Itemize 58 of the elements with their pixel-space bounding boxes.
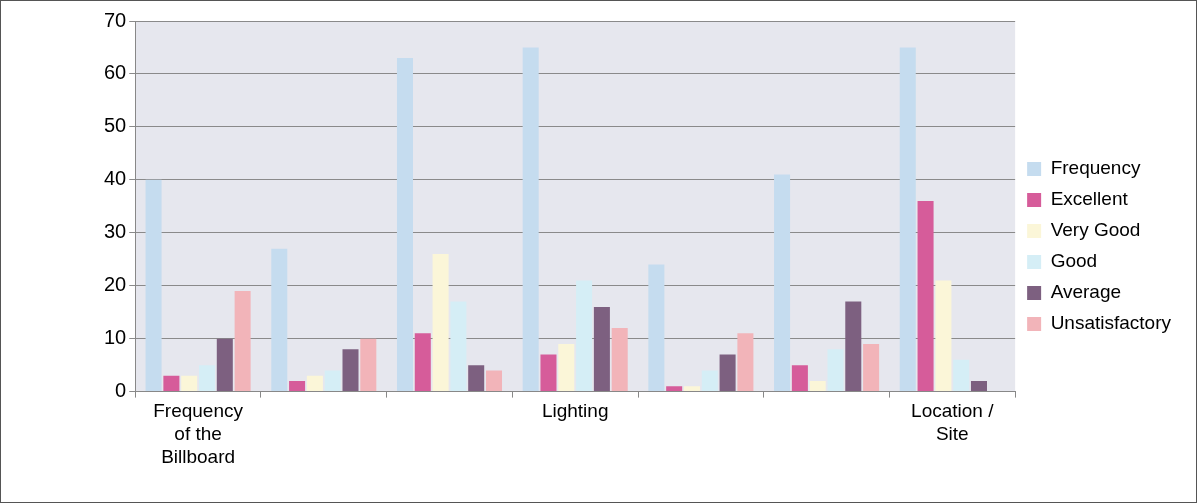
bar bbox=[450, 301, 467, 392]
bar bbox=[522, 47, 539, 392]
y-tick-label: 70 bbox=[104, 8, 127, 31]
legend-label: Good bbox=[1050, 250, 1098, 272]
bar bbox=[863, 343, 880, 392]
x-tick-label: Frequency of the Billboard bbox=[153, 400, 244, 467]
bar bbox=[432, 253, 449, 392]
bar bbox=[701, 370, 718, 392]
y-tick-label: 50 bbox=[104, 114, 127, 137]
bar bbox=[289, 381, 306, 392]
bar bbox=[216, 338, 233, 392]
bar bbox=[324, 370, 341, 392]
bar bbox=[485, 370, 503, 392]
y-tick-label: 30 bbox=[104, 220, 127, 243]
bar bbox=[791, 365, 808, 392]
bar bbox=[737, 333, 754, 392]
bar bbox=[666, 386, 683, 392]
legend-label: Unsatisfactory bbox=[1050, 312, 1172, 334]
bar bbox=[809, 381, 826, 392]
bar bbox=[198, 365, 216, 392]
bar bbox=[593, 306, 610, 392]
bar bbox=[342, 349, 359, 392]
y-tick-label: 60 bbox=[104, 61, 127, 84]
bar bbox=[414, 333, 431, 392]
bar bbox=[683, 386, 700, 392]
bar bbox=[845, 301, 862, 392]
bar bbox=[827, 349, 844, 392]
bar bbox=[719, 354, 736, 392]
bar bbox=[540, 354, 557, 392]
bar bbox=[181, 375, 198, 392]
legend-label: Very Good bbox=[1050, 219, 1141, 241]
bar bbox=[396, 58, 413, 392]
y-tick-label: 20 bbox=[104, 273, 127, 296]
bar bbox=[917, 201, 934, 392]
x-tick-label: Lighting bbox=[541, 400, 609, 422]
bar bbox=[774, 174, 791, 392]
bar bbox=[468, 365, 485, 392]
bar bbox=[271, 248, 288, 392]
y-tick-label: 10 bbox=[104, 326, 127, 349]
y-tick-label: 0 bbox=[115, 379, 127, 402]
x-tick-label: Location / Site bbox=[911, 400, 995, 445]
legend-label: Excellent bbox=[1050, 188, 1129, 210]
y-tick-label: 40 bbox=[104, 167, 127, 190]
bar bbox=[360, 338, 377, 392]
bar bbox=[576, 280, 593, 392]
bar bbox=[648, 264, 665, 392]
bar bbox=[306, 375, 323, 392]
bar bbox=[953, 359, 970, 392]
bar bbox=[558, 343, 575, 392]
bar bbox=[234, 291, 251, 392]
bar bbox=[611, 328, 628, 392]
bar bbox=[935, 280, 952, 392]
bar bbox=[145, 179, 162, 392]
bar bbox=[899, 47, 916, 392]
bar bbox=[163, 375, 180, 392]
legend-label: Average bbox=[1050, 281, 1122, 303]
bar bbox=[970, 381, 987, 392]
legend-label: Frequency bbox=[1050, 157, 1141, 179]
